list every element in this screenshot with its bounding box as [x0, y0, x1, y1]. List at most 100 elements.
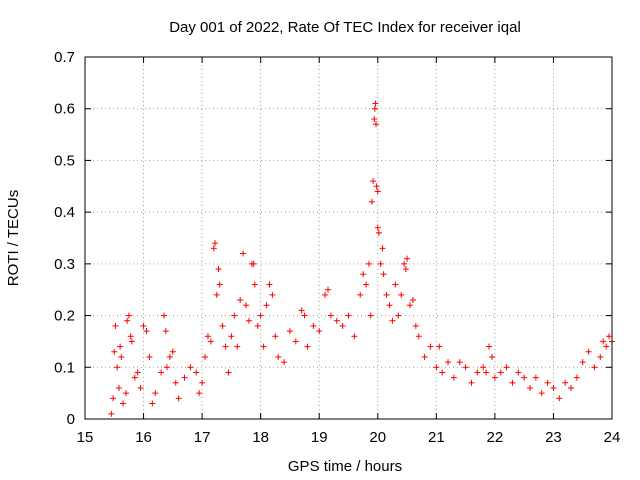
data-point: [301, 312, 308, 319]
data-point: [562, 379, 569, 386]
data-point: [606, 333, 613, 340]
data-point: [368, 198, 375, 205]
x-tick-label: 23: [545, 429, 562, 446]
data-point: [231, 312, 238, 319]
data-point: [251, 281, 258, 288]
y-tick-label: 0.3: [54, 256, 75, 273]
data-point: [579, 359, 586, 366]
data-point: [263, 302, 270, 309]
data-point: [515, 369, 522, 376]
x-tick-label: 19: [311, 429, 328, 446]
data-point: [404, 255, 411, 262]
data-point: [333, 317, 340, 324]
data-point: [202, 353, 209, 360]
data-points: [108, 100, 615, 417]
plot-frame: [84, 56, 613, 420]
data-point: [550, 384, 557, 391]
data-point: [409, 297, 416, 304]
x-tick-label: 15: [77, 429, 94, 446]
data-point: [600, 338, 607, 345]
data-point: [357, 291, 364, 298]
data-point: [439, 369, 446, 376]
data-point: [298, 307, 305, 314]
data-point: [402, 266, 409, 273]
data-point: [436, 343, 443, 350]
data-point: [158, 369, 165, 376]
data-point: [140, 322, 147, 329]
data-point: [497, 369, 504, 376]
data-point: [125, 312, 132, 319]
data-point: [401, 260, 408, 267]
y-tick-label: 0.4: [54, 204, 75, 221]
y-tick-label: 0.2: [54, 308, 75, 325]
data-point: [373, 121, 380, 128]
data-point: [122, 390, 129, 397]
data-point: [117, 343, 124, 350]
data-point: [163, 364, 170, 371]
data-point: [556, 395, 563, 402]
data-point: [245, 317, 252, 324]
data-point: [219, 322, 226, 329]
data-point: [196, 390, 203, 397]
data-point: [216, 281, 223, 288]
data-point: [181, 374, 188, 381]
data-point: [365, 260, 372, 267]
data-point: [374, 188, 381, 195]
data-point: [392, 281, 399, 288]
data-point: [386, 302, 393, 309]
data-point: [149, 400, 156, 407]
data-point: [468, 379, 475, 386]
x-tick-label: 21: [428, 429, 445, 446]
data-point: [161, 312, 168, 319]
data-point: [146, 353, 153, 360]
data-point: [292, 338, 299, 345]
data-point: [152, 390, 159, 397]
data-point: [568, 384, 575, 391]
data-point: [367, 312, 374, 319]
data-point: [304, 343, 311, 350]
y-axis-label: ROTI / TECUs: [5, 190, 22, 286]
data-point: [211, 240, 218, 247]
data-point: [143, 328, 150, 335]
data-point: [115, 384, 122, 391]
data-point: [254, 322, 261, 329]
data-point: [427, 343, 434, 350]
grid-lines: [85, 57, 612, 419]
data-point: [491, 374, 498, 381]
data-point: [483, 369, 490, 376]
data-point: [137, 384, 144, 391]
x-tick-label: 17: [194, 429, 211, 446]
data-point: [521, 374, 528, 381]
data-point: [234, 343, 241, 350]
data-point: [281, 359, 288, 366]
data-point: [406, 302, 413, 309]
data-point: [124, 317, 131, 324]
data-point: [237, 297, 244, 304]
data-point: [591, 364, 598, 371]
data-point: [486, 343, 493, 350]
data-point: [371, 116, 378, 123]
data-point: [375, 229, 382, 236]
data-point: [169, 348, 176, 355]
data-point: [240, 250, 247, 257]
data-point: [228, 333, 235, 340]
data-point: [374, 224, 381, 231]
data-point: [175, 395, 182, 402]
axis-ticks: 15 16 17 18 19 20 21 22 23 24 0 0.1 0.2 0.3 0.4 0.5 0.6 0…: [54, 49, 620, 446]
data-point: [215, 266, 222, 273]
data-point: [272, 333, 279, 340]
data-point: [351, 333, 358, 340]
data-point: [207, 338, 214, 345]
data-point: [257, 312, 264, 319]
data-point: [412, 322, 419, 329]
data-point: [110, 395, 117, 402]
data-point: [538, 390, 545, 397]
data-point: [322, 291, 329, 298]
y-tick-label: 0: [67, 411, 75, 428]
data-point: [503, 364, 510, 371]
data-point: [377, 260, 384, 267]
data-point: [266, 281, 273, 288]
data-point: [597, 353, 604, 360]
data-point: [450, 374, 457, 381]
